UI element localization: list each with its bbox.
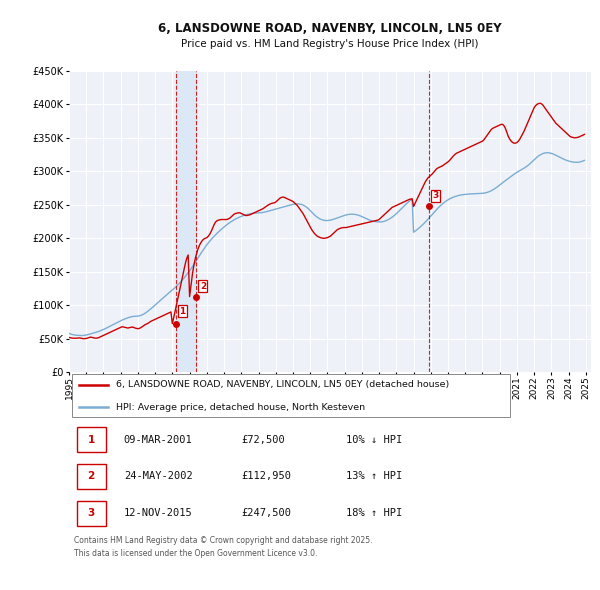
Text: 2: 2 bbox=[88, 471, 95, 481]
Text: £72,500: £72,500 bbox=[241, 435, 285, 444]
Text: 09-MAR-2001: 09-MAR-2001 bbox=[124, 435, 193, 444]
Text: 24-MAY-2002: 24-MAY-2002 bbox=[124, 471, 193, 481]
Text: HPI: Average price, detached house, North Kesteven: HPI: Average price, detached house, Nort… bbox=[116, 403, 365, 412]
Text: £112,950: £112,950 bbox=[241, 471, 291, 481]
Text: 1: 1 bbox=[179, 307, 185, 316]
Text: 18% ↑ HPI: 18% ↑ HPI bbox=[346, 508, 402, 518]
Text: 3: 3 bbox=[432, 191, 438, 201]
Bar bbox=[176, 71, 196, 372]
FancyBboxPatch shape bbox=[71, 373, 510, 417]
Text: 2: 2 bbox=[200, 281, 206, 290]
Text: 3: 3 bbox=[88, 508, 95, 518]
Text: 6, LANSDOWNE ROAD, NAVENBY, LINCOLN, LN5 0EY (detached house): 6, LANSDOWNE ROAD, NAVENBY, LINCOLN, LN5… bbox=[116, 381, 449, 389]
Text: 10% ↓ HPI: 10% ↓ HPI bbox=[346, 435, 402, 444]
FancyBboxPatch shape bbox=[77, 427, 106, 452]
Text: 12-NOV-2015: 12-NOV-2015 bbox=[124, 508, 193, 518]
Text: 13% ↑ HPI: 13% ↑ HPI bbox=[346, 471, 402, 481]
FancyBboxPatch shape bbox=[77, 500, 106, 526]
Text: 6, LANSDOWNE ROAD, NAVENBY, LINCOLN, LN5 0EY: 6, LANSDOWNE ROAD, NAVENBY, LINCOLN, LN5… bbox=[158, 22, 502, 35]
FancyBboxPatch shape bbox=[77, 464, 106, 489]
Text: Contains HM Land Registry data © Crown copyright and database right 2025.
This d: Contains HM Land Registry data © Crown c… bbox=[74, 536, 373, 558]
Text: Price paid vs. HM Land Registry's House Price Index (HPI): Price paid vs. HM Land Registry's House … bbox=[181, 40, 479, 49]
Text: 1: 1 bbox=[88, 435, 95, 444]
Text: £247,500: £247,500 bbox=[241, 508, 291, 518]
